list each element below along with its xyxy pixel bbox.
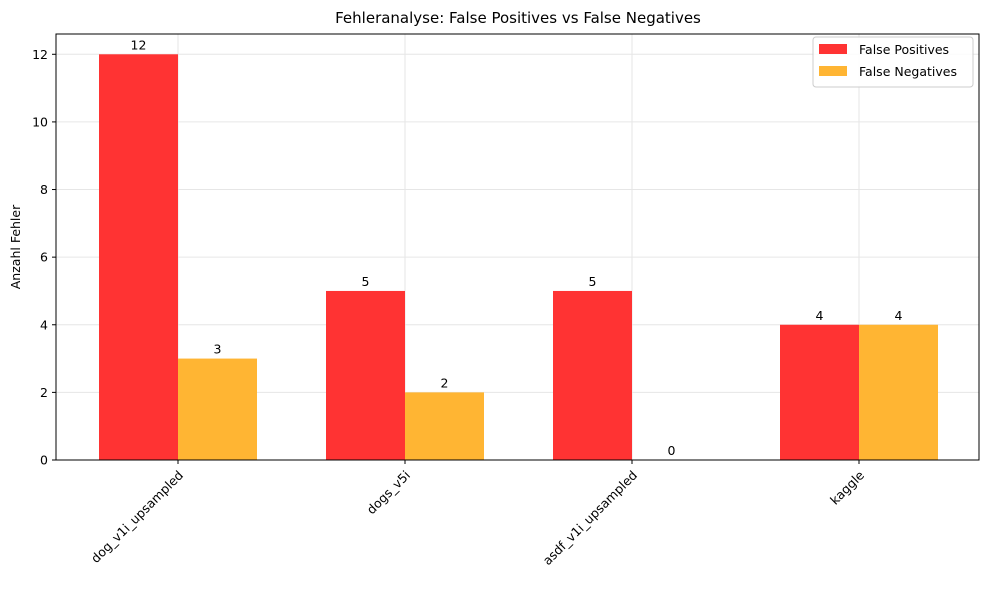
bar-value-label: 2 bbox=[441, 375, 449, 390]
chart-title: Fehleranalyse: False Positives vs False … bbox=[335, 9, 701, 27]
y-tick-label: 8 bbox=[40, 182, 48, 197]
y-tick-label: 0 bbox=[40, 453, 48, 468]
y-axis-ticks: 0 2 4 6 8 10 12 bbox=[32, 47, 56, 468]
legend: False Positives False Negatives bbox=[812, 36, 974, 88]
bar-false-positives bbox=[326, 290, 405, 460]
legend-frame bbox=[812, 36, 974, 88]
bar-false-positives bbox=[553, 290, 632, 460]
plot-frame bbox=[55, 33, 980, 461]
bar-false-positives bbox=[99, 54, 178, 461]
legend-swatch bbox=[819, 44, 847, 54]
y-tick-label: 2 bbox=[40, 385, 48, 400]
bar-value-label: 5 bbox=[589, 274, 597, 289]
legend-label: False Negatives bbox=[859, 64, 957, 79]
legend-label: False Positives bbox=[859, 42, 949, 57]
bar-value-labels: 12 5 5 4 3 2 0 4 bbox=[131, 37, 903, 458]
bar-value-label: 12 bbox=[131, 37, 147, 52]
y-tick-label: 10 bbox=[32, 114, 48, 129]
y-tick-label: 12 bbox=[32, 47, 48, 62]
bar-value-label: 3 bbox=[214, 342, 222, 357]
x-tick-label: dog_v1i_upsampled bbox=[88, 468, 186, 566]
x-axis-ticks: dog_v1i_upsampled dogs_v5i asdf_v1i_upsamp… bbox=[88, 460, 867, 568]
bar-false-negatives bbox=[178, 358, 257, 460]
bar-false-positives bbox=[780, 324, 859, 460]
y-tick-label: 6 bbox=[40, 250, 48, 265]
bar-value-label: 0 bbox=[668, 443, 676, 458]
x-tick-label: asdf_v1i_upsampled bbox=[540, 468, 640, 568]
bar-false-negatives bbox=[859, 324, 938, 460]
bars bbox=[99, 54, 938, 461]
bar-value-label: 4 bbox=[816, 308, 824, 323]
x-tick-label: dogs_v5i bbox=[364, 468, 414, 518]
y-tick-label: 4 bbox=[40, 317, 48, 332]
bar-value-label: 4 bbox=[895, 308, 903, 323]
bar-false-negatives bbox=[405, 392, 484, 460]
x-tick-label: kaggle bbox=[827, 467, 867, 507]
y-axis-label: Anzahl Fehler bbox=[8, 204, 23, 289]
bar-value-label: 5 bbox=[362, 274, 370, 289]
legend-swatch bbox=[819, 66, 847, 76]
